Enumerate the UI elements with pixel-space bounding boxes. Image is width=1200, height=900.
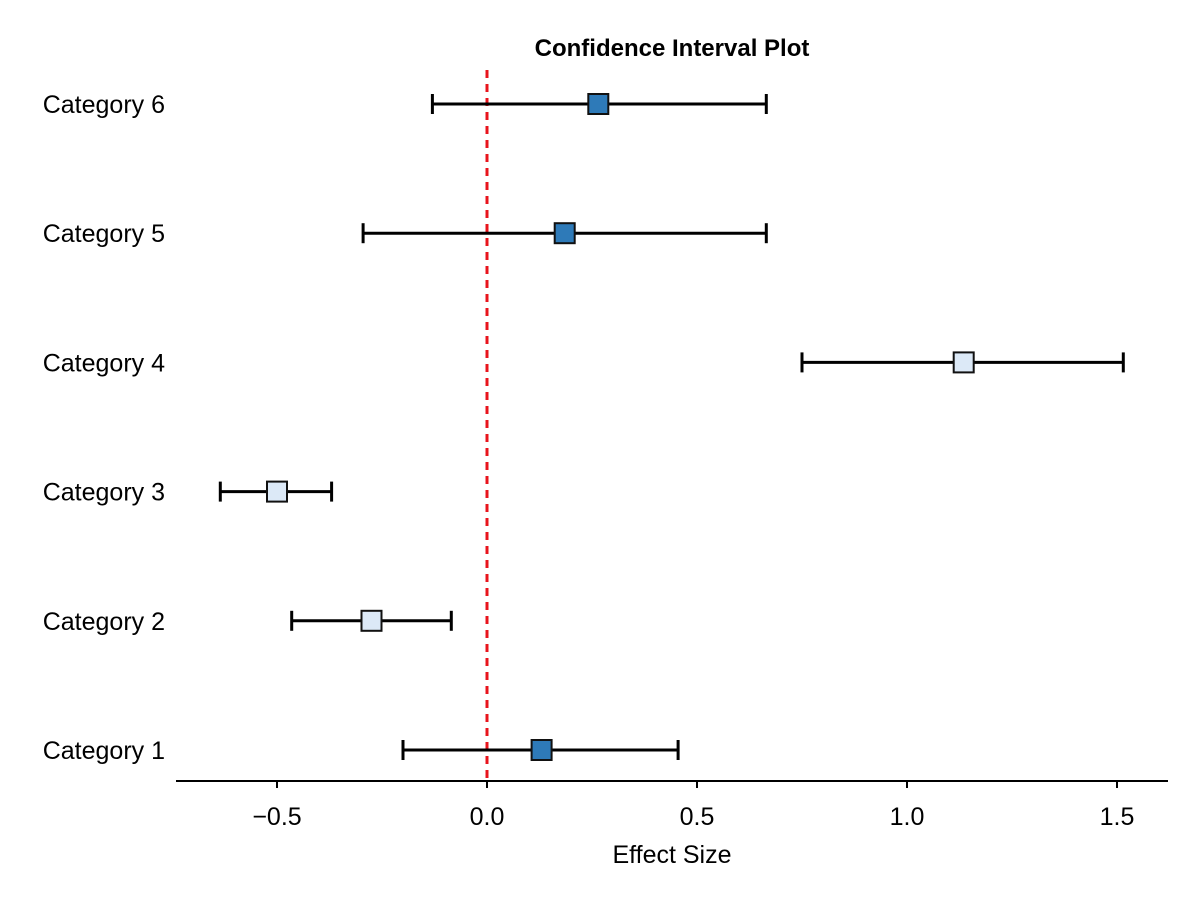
x-tick-label: 1.5 — [1100, 803, 1135, 831]
x-tick-label: 0.5 — [680, 803, 715, 831]
category-label: Category 6 — [43, 91, 165, 119]
chart-title: Confidence Interval Plot — [535, 35, 810, 62]
ci-row: Category 4 — [43, 349, 1125, 377]
x-tick-label: 0.0 — [470, 803, 505, 831]
ci-row: Category 6 — [43, 91, 768, 119]
estimate-marker — [360, 609, 383, 632]
estimate-marker — [952, 351, 975, 374]
category-label: Category 3 — [43, 479, 165, 507]
estimate-marker — [553, 222, 576, 245]
x-tick-label: 1.0 — [890, 803, 925, 831]
category-label: Category 4 — [43, 349, 165, 377]
category-label: Category 1 — [43, 737, 165, 765]
ci-row: Category 1 — [43, 737, 680, 765]
x-tick-label: −0.5 — [252, 803, 301, 831]
category-label: Category 2 — [43, 608, 165, 636]
estimate-marker — [587, 93, 610, 115]
estimate-marker — [530, 739, 553, 761]
plot-area: Category 1 Category 2 Category 3 Category 4… — [43, 70, 1125, 781]
x-axis-label: Effect Size — [612, 841, 731, 869]
x-axis-ticks: −0.5 0.0 0.5 1.0 1.5 — [252, 781, 1134, 831]
ci-row: Category 2 — [43, 608, 453, 636]
ci-row: Category 3 — [43, 479, 334, 507]
ci-row: Category 5 — [43, 220, 768, 248]
category-label: Category 5 — [43, 220, 165, 248]
estimate-marker — [266, 480, 288, 503]
